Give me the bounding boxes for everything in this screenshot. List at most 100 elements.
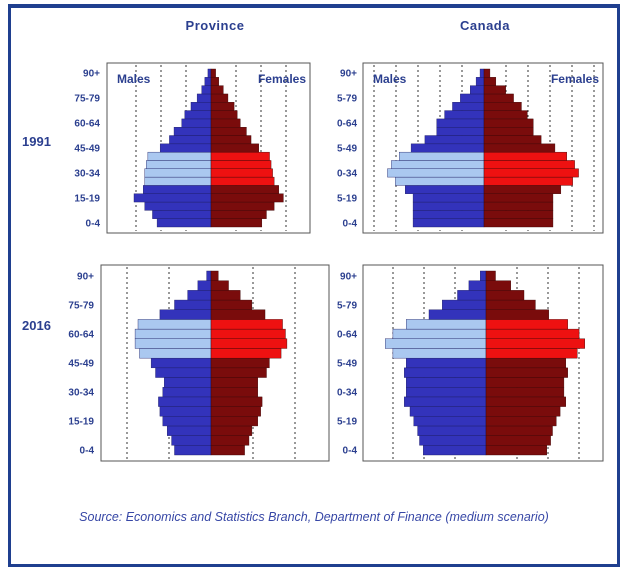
- age-tick-label: 45-49: [68, 359, 94, 370]
- row-label-2016: 2016: [22, 318, 51, 333]
- male-bar-5-9: [171, 435, 212, 446]
- female-bar-10-14: [210, 201, 275, 211]
- female-bar-90+: [210, 270, 219, 281]
- male-bar-70-74: [452, 102, 485, 111]
- age-tick-label: 45-49: [74, 144, 100, 155]
- female-bar-5-9: [210, 435, 250, 446]
- female-bar-30-34: [210, 168, 273, 178]
- male-bar-90+: [206, 270, 212, 281]
- female-bar-20-24: [210, 185, 279, 194]
- male-bar-85-89: [204, 77, 212, 86]
- female-bar-70-74: [210, 309, 266, 320]
- male-bar-10-14: [166, 425, 212, 436]
- male-bar-65-69: [137, 319, 212, 330]
- male-bar-60-64: [392, 328, 487, 339]
- female-bar-80-84: [483, 85, 506, 95]
- male-bar-50-54: [392, 348, 487, 359]
- male-bar-65-69: [184, 110, 212, 120]
- age-tick-label: 30-34: [74, 168, 100, 179]
- male-bar-30-34: [162, 387, 212, 398]
- age-tick-label: 15-19: [68, 417, 94, 428]
- male-bar-65-69: [444, 110, 485, 120]
- age-tick-label: 5-79: [337, 300, 357, 311]
- female-bar-40-44: [485, 367, 568, 378]
- column-header-province: Province: [185, 18, 245, 33]
- female-bar-90+: [485, 270, 496, 281]
- female-bar-55-59: [210, 127, 247, 136]
- female-bar-20-24: [485, 406, 561, 417]
- male-bar-5-9: [152, 210, 212, 219]
- male-bar-25-29: [158, 396, 212, 407]
- female-bar-60-64: [485, 328, 580, 339]
- female-bar-50-54: [485, 348, 578, 359]
- female-bar-35-39: [210, 377, 258, 388]
- female-bar-25-29: [210, 176, 275, 186]
- male-bar-75-79: [460, 93, 485, 103]
- female-bar-15-19: [210, 416, 258, 427]
- female-bar-35-39: [210, 160, 272, 169]
- female-bar-65-69: [210, 110, 238, 120]
- male-bar-75-79: [174, 299, 212, 310]
- male-bar-50-54: [139, 348, 212, 359]
- male-bar-55-59: [385, 338, 487, 349]
- male-bar-15-19: [412, 193, 485, 203]
- male-bar-50-54: [424, 135, 485, 145]
- female-bar-65-69: [483, 110, 528, 120]
- male-bar-10-14: [417, 425, 487, 436]
- age-tick-label: 5-49: [337, 144, 357, 155]
- male-bar-25-29: [144, 176, 212, 186]
- female-bar-10-14: [485, 425, 553, 436]
- female-bar-60-64: [210, 328, 286, 339]
- female-bar-60-64: [210, 118, 241, 128]
- female-bar-45-49: [483, 143, 556, 153]
- age-tick-label: 0-4: [80, 446, 95, 457]
- age-tick-label: 60-64: [68, 329, 94, 340]
- female-bar-80-84: [210, 85, 224, 95]
- female-bar-80-84: [210, 290, 241, 301]
- male-bar-20-24: [143, 185, 212, 194]
- female-bar-5-9: [485, 435, 551, 446]
- male-bar-35-39: [146, 160, 212, 169]
- female-bar-75-79: [210, 299, 253, 310]
- male-bar-40-44: [404, 367, 487, 378]
- female-bar-20-24: [483, 185, 562, 194]
- males-label: Males: [117, 72, 151, 86]
- age-tick-label: 0-4: [343, 446, 358, 457]
- male-bar-70-74: [159, 309, 212, 320]
- male-bar-20-24: [409, 406, 487, 417]
- male-bar-85-89: [468, 280, 487, 291]
- female-bar-45-49: [485, 357, 567, 369]
- male-bar-70-74: [190, 102, 212, 111]
- male-bar-15-19: [133, 193, 212, 203]
- male-bar-10-14: [144, 201, 212, 211]
- female-bar-25-29: [210, 396, 263, 407]
- female-bar-45-49: [210, 143, 259, 153]
- female-bar-90+: [210, 68, 216, 78]
- female-bar-60-64: [483, 118, 534, 128]
- male-bar-0-4: [174, 445, 212, 456]
- female-bar-55-59: [210, 338, 288, 349]
- female-bar-40-44: [210, 367, 267, 378]
- male-bar-20-24: [159, 406, 212, 417]
- male-bar-55-59: [134, 338, 212, 349]
- female-bar-45-49: [210, 357, 270, 369]
- female-bar-5-9: [483, 210, 554, 219]
- male-bar-5-9: [419, 435, 487, 446]
- female-bar-40-44: [210, 151, 270, 161]
- male-bar-25-29: [395, 176, 485, 186]
- age-tick-label: 90+: [83, 69, 100, 80]
- female-bar-80-84: [485, 290, 525, 301]
- female-bar-35-39: [483, 160, 575, 169]
- male-bar-35-39: [164, 377, 212, 388]
- female-bar-0-4: [210, 218, 263, 228]
- male-bar-40-44: [155, 367, 212, 378]
- female-bar-30-34: [483, 168, 579, 178]
- female-bar-55-59: [483, 127, 534, 136]
- male-bar-80-84: [457, 290, 487, 301]
- female-bar-70-74: [210, 102, 235, 111]
- female-bar-30-34: [210, 387, 258, 398]
- female-bar-85-89: [483, 77, 497, 86]
- female-bar-75-79: [210, 93, 229, 103]
- female-bar-0-4: [483, 218, 554, 228]
